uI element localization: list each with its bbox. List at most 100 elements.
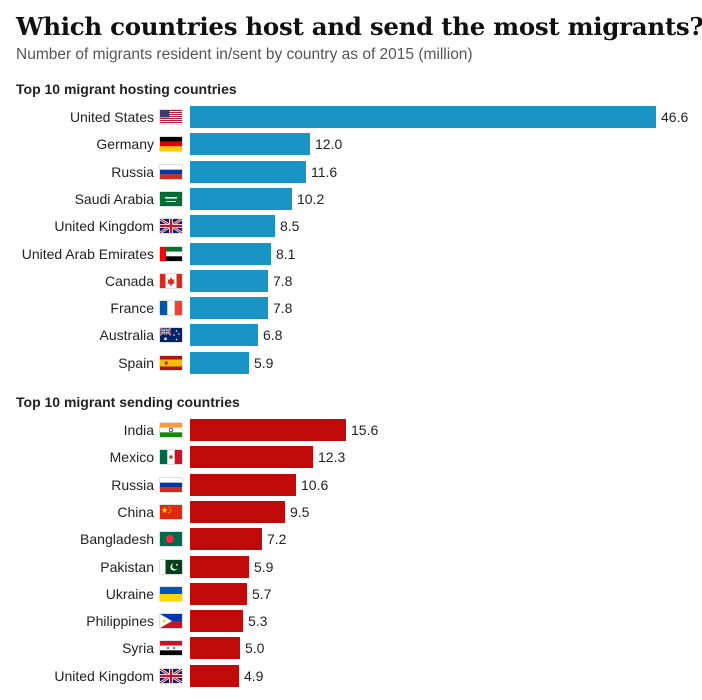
- bar-row-russia: Russia 11.6: [0, 160, 702, 183]
- category-label: Philippines: [86, 613, 154, 630]
- bar-row-russia: Russia 10.6: [0, 473, 702, 496]
- bar: [190, 133, 310, 156]
- bar: [190, 500, 285, 523]
- ukraine-flag-icon: [160, 586, 182, 601]
- bar: [190, 664, 239, 687]
- category-label: Canada: [104, 272, 154, 289]
- value-label: 5.3: [248, 613, 268, 630]
- value-label: 4.9: [244, 667, 264, 684]
- category-label: China: [117, 503, 154, 520]
- china-flag-icon: [160, 504, 182, 519]
- value-label: 9.5: [290, 503, 310, 520]
- bar-row-pakistan: Pakistan 5.9: [0, 555, 702, 578]
- value-label: 5.9: [254, 354, 274, 371]
- bar-row-germany: Germany 12.0: [0, 133, 702, 156]
- value-label: 12.0: [315, 136, 343, 153]
- uk-flag-icon: [160, 219, 182, 234]
- value-label: 7.8: [273, 300, 293, 317]
- bar: [190, 610, 243, 633]
- category-label: Pakistan: [100, 558, 154, 575]
- syria-flag-icon: [160, 641, 182, 656]
- value-label: 12.3: [318, 449, 346, 466]
- australia-flag-icon: [160, 328, 182, 343]
- value-label: 11.6: [311, 163, 338, 180]
- bar-row-united-states: United States 46.6: [0, 106, 702, 128]
- bar: [190, 242, 271, 265]
- value-label: 5.7: [252, 585, 272, 602]
- spain-flag-icon: [160, 355, 182, 370]
- bar-row-philippines: Philippines 5.3: [0, 610, 702, 633]
- bar-row-syria: Syria 5.0: [0, 637, 702, 660]
- hosting-section-title: Top 10 migrant hosting countries: [16, 81, 237, 97]
- category-label: Russia: [111, 476, 154, 493]
- bar: [190, 106, 656, 128]
- sending-section-title: Top 10 migrant sending countries: [16, 394, 240, 410]
- value-label: 15.6: [351, 422, 379, 438]
- category-label: Bangladesh: [80, 531, 154, 548]
- category-label: Syria: [122, 640, 154, 657]
- uae-flag-icon: [160, 246, 182, 261]
- india-flag-icon: [160, 423, 182, 437]
- bar: [190, 637, 240, 660]
- category-label: Spain: [118, 354, 154, 371]
- bar-row-france: France 7.8: [0, 297, 702, 320]
- russia-flag-icon: [160, 477, 182, 492]
- bar-row-ukraine: Ukraine 5.7: [0, 582, 702, 605]
- category-label: United Kingdom: [54, 667, 154, 684]
- russia-flag-icon: [160, 164, 182, 179]
- canada-flag-icon: [160, 273, 182, 288]
- bar: [190, 187, 292, 210]
- value-label: 8.5: [280, 218, 300, 235]
- value-label: 5.0: [245, 640, 265, 657]
- bar: [190, 215, 275, 238]
- bar-row-united-kingdom: United Kingdom 4.9: [0, 664, 702, 687]
- bar-row-china: China 9.5: [0, 500, 702, 523]
- category-label: United States: [69, 109, 154, 125]
- bar-row-bangladesh: Bangladesh 7.2: [0, 528, 702, 551]
- bar: [190, 446, 313, 469]
- bar-row-spain: Spain 5.9: [0, 351, 702, 374]
- philippines-flag-icon: [160, 614, 182, 629]
- bar-row-canada: Canada 7.8: [0, 269, 702, 292]
- saudi-arabia-flag-icon: [160, 191, 182, 206]
- mexico-flag-icon: [160, 450, 182, 465]
- bangladesh-flag-icon: [160, 532, 182, 547]
- category-label: Australia: [99, 327, 154, 344]
- chart-subtitle: Number of migrants resident in/sent by c…: [16, 46, 473, 63]
- bar-row-india: India 15.6: [0, 419, 702, 441]
- bar: [190, 555, 249, 578]
- category-label: Russia: [111, 163, 154, 180]
- france-flag-icon: [160, 301, 182, 316]
- value-label: 5.9: [254, 558, 274, 575]
- bar: [190, 473, 296, 496]
- bar: [190, 324, 258, 347]
- value-label: 10.2: [297, 190, 325, 207]
- chart-title: Which countries host and send the most m…: [16, 12, 702, 41]
- bar: [190, 297, 268, 320]
- bar-row-united-arab-emirates: United Arab Emirates 8.1: [0, 242, 702, 265]
- category-label: Mexico: [109, 449, 154, 466]
- bar: [190, 419, 346, 441]
- category-label: France: [110, 300, 154, 317]
- germany-flag-icon: [160, 137, 182, 152]
- uk-flag-icon: [160, 668, 182, 683]
- category-label: Ukraine: [105, 585, 154, 602]
- value-label: 6.8: [263, 327, 283, 344]
- bar: [190, 160, 306, 183]
- bar-row-united-kingdom: United Kingdom 8.5: [0, 215, 702, 238]
- bar-row-australia: Australia 6.8: [0, 324, 702, 347]
- value-label: 10.6: [301, 476, 329, 493]
- value-label: 7.2: [267, 531, 287, 548]
- category-label: Saudi Arabia: [74, 190, 154, 207]
- category-label: United Arab Emirates: [21, 245, 154, 262]
- value-label: 46.6: [661, 109, 689, 125]
- category-label: United Kingdom: [54, 218, 154, 235]
- bar: [190, 351, 249, 374]
- bar-row-saudi-arabia: Saudi Arabia 10.2: [0, 187, 702, 210]
- bar: [190, 528, 262, 551]
- value-label: 8.1: [276, 245, 296, 262]
- category-label: India: [123, 422, 154, 438]
- value-label: 7.8: [273, 272, 293, 289]
- pakistan-flag-icon: [160, 559, 182, 574]
- bar: [190, 269, 268, 292]
